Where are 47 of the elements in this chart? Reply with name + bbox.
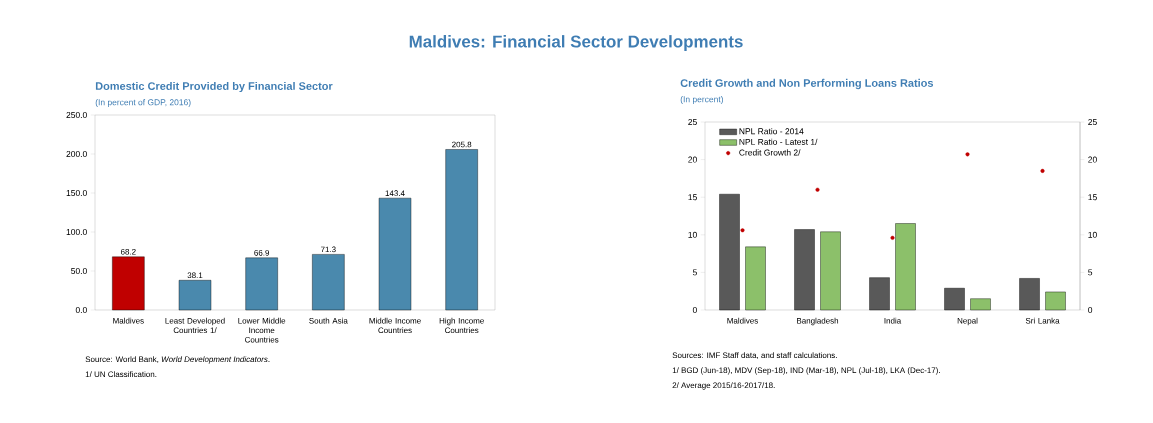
y-tick-label: 15 <box>688 194 697 201</box>
bar <box>312 254 345 311</box>
point <box>1040 168 1045 173</box>
y-tick-label: 50.0 <box>71 268 87 274</box>
legend-label: NPL Ratio - 2014 <box>739 128 804 135</box>
bar <box>820 231 841 311</box>
y-tick-label: 0.0 <box>75 307 87 313</box>
y-tick-label: 10 <box>688 231 697 238</box>
text: Maldives: Financial Sector Developments <box>409 35 743 51</box>
bar <box>869 277 890 311</box>
y2-tick-label: 0 <box>1088 307 1093 313</box>
bar <box>1045 291 1066 311</box>
chart-title: Credit Growth and Non Performing Loans Ratios <box>680 78 934 90</box>
y-tick-label: 0 <box>692 307 697 313</box>
bar <box>944 287 965 311</box>
y-tick-label: 150.0 <box>66 190 87 196</box>
y-tick-label: 5 <box>692 269 697 276</box>
legend-label: NPL Ratio - Latest 1/ <box>739 138 818 145</box>
chart-subtitle: (In percent) <box>680 96 723 104</box>
y2-tick-label: 20 <box>1088 156 1097 163</box>
point <box>740 228 745 233</box>
bar <box>970 298 991 311</box>
y2-tick-label: 25 <box>1088 119 1097 125</box>
bar <box>378 197 412 311</box>
bar <box>445 149 478 311</box>
bar <box>245 257 278 311</box>
chart-title: Domestic Credit Provided by Financial Sector <box>95 81 333 93</box>
point <box>965 152 970 157</box>
bar <box>178 280 212 311</box>
y-tick-label: 200.0 <box>66 151 87 157</box>
y-tick-label: 20 <box>688 156 697 163</box>
point <box>815 187 820 192</box>
point <box>890 235 895 240</box>
y2-tick-label: 5 <box>1088 269 1093 276</box>
bar <box>745 246 766 311</box>
chart-subtitle: (In percent of GDP, 2016) <box>95 99 191 107</box>
bar <box>895 223 916 311</box>
bar <box>112 256 145 311</box>
legend-label: Credit Growth 2/ <box>739 149 801 156</box>
y2-tick-label: 10 <box>1088 231 1097 238</box>
y-tick-label: 250.0 <box>66 112 87 118</box>
y2-tick-label: 15 <box>1088 194 1097 201</box>
bar <box>794 229 815 311</box>
bar <box>1019 278 1040 311</box>
bar <box>719 193 740 311</box>
y-tick-label: 100.0 <box>66 229 87 235</box>
y-tick-label: 25 <box>688 119 697 125</box>
